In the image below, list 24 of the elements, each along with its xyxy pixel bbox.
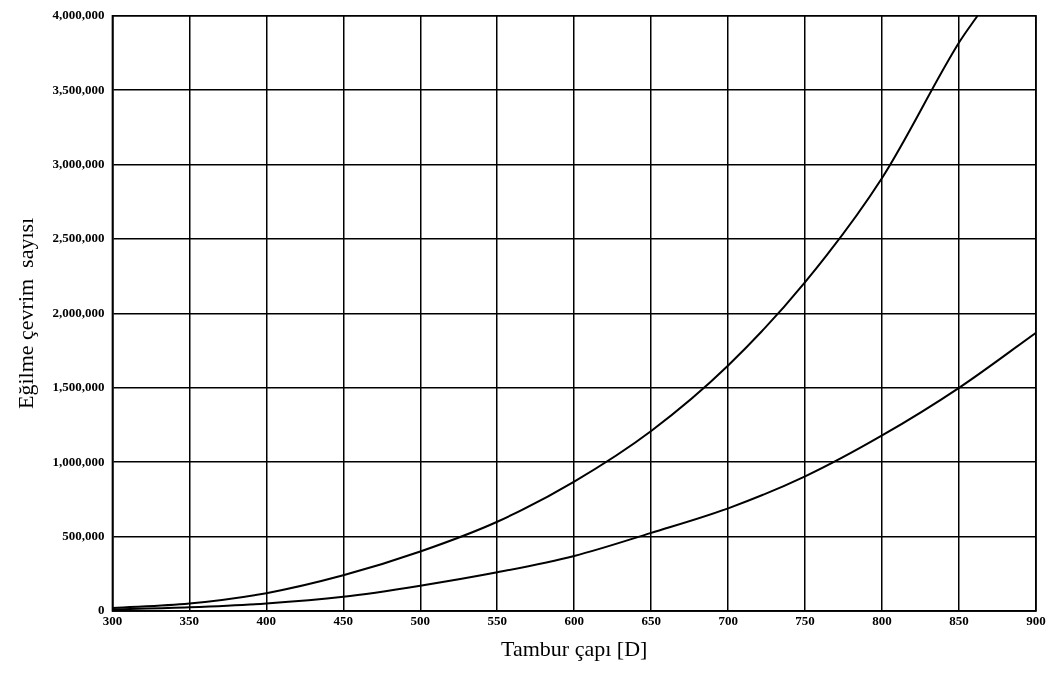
y-tick-label: 1,000,000	[52, 453, 105, 469]
y-tick-label: 1,500,000	[52, 379, 105, 395]
x-tick-label: 600	[564, 613, 584, 629]
x-tick-label: 900	[1026, 613, 1046, 629]
x-tick-label: 750	[795, 613, 815, 629]
x-tick-label: 550	[487, 613, 507, 629]
y-tick-label: 500,000	[62, 527, 105, 543]
y-tick-label: 2,000,000	[52, 304, 105, 320]
x-tick-label: 300	[102, 613, 123, 629]
x-tick-label: 800	[872, 613, 892, 629]
y-tick-label: 3,500,000	[52, 81, 105, 97]
x-axis-title: Tambur çapı [D]	[501, 635, 648, 661]
y-tick-label: 2,500,000	[52, 230, 105, 246]
y-tick-label: 0	[97, 602, 105, 618]
x-tick-label: 500	[410, 613, 431, 629]
y-axis-title: Eğilme çevrim sayısı	[12, 217, 38, 410]
x-tick-label: 650	[641, 613, 661, 629]
y-tick-label: 4,000,000	[52, 7, 105, 23]
x-tick-label: 400	[256, 613, 277, 629]
x-tick-label: 450	[333, 613, 354, 629]
x-tick-label: 850	[949, 613, 969, 629]
y-tick-label: 3,000,000	[52, 155, 105, 171]
x-tick-label: 350	[179, 613, 200, 629]
x-tick-label: 700	[718, 613, 738, 629]
